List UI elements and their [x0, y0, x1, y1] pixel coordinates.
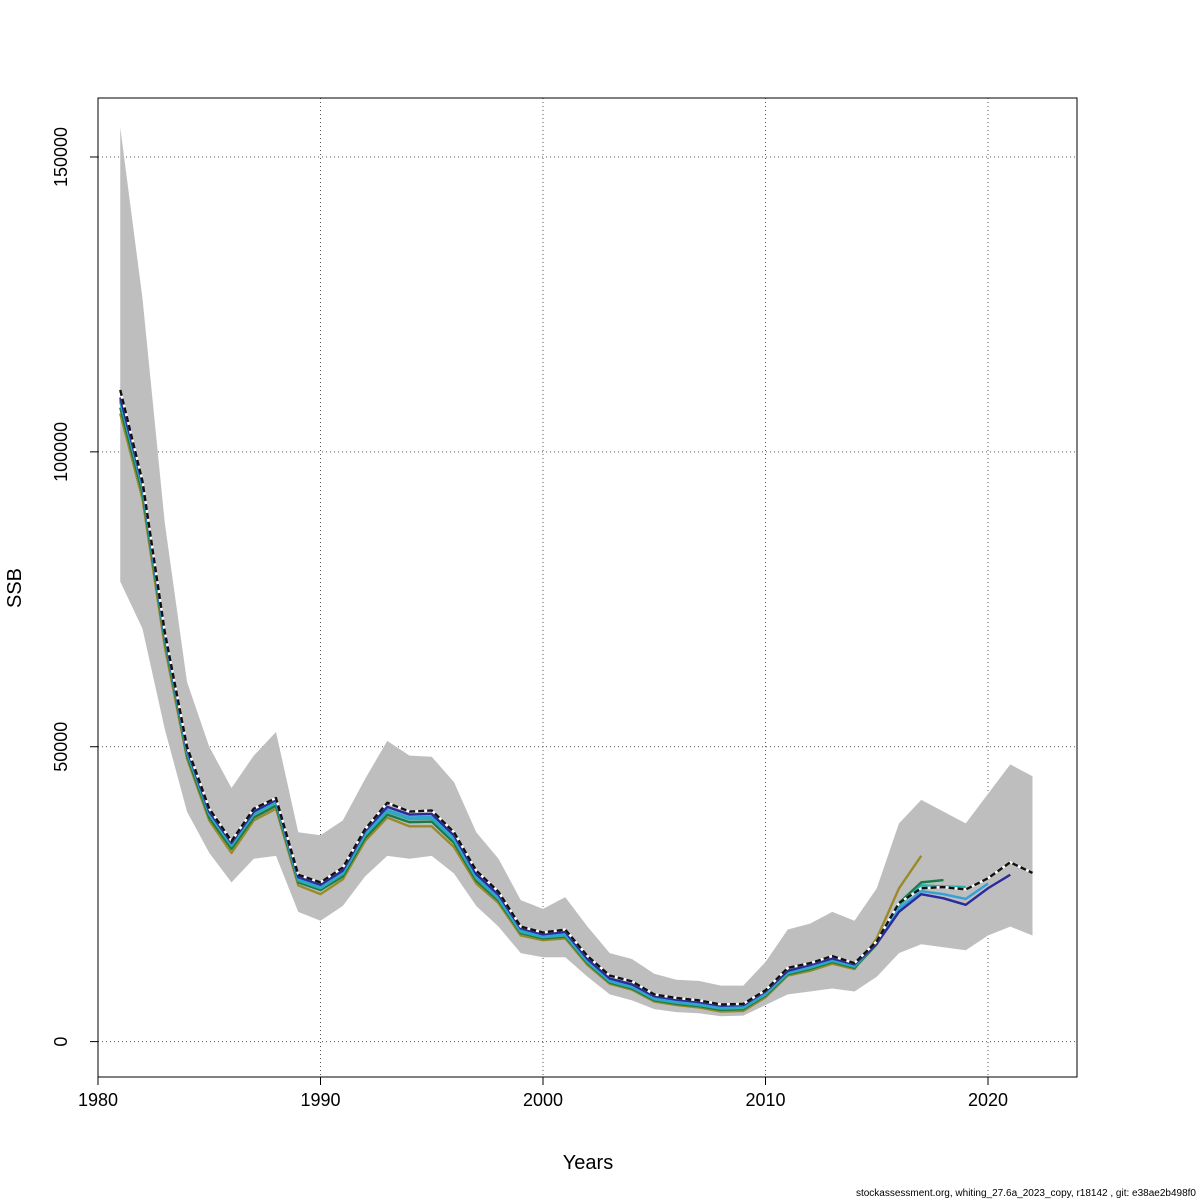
y-tick-label: 0 — [51, 1037, 71, 1047]
y-tick-label: 150000 — [51, 127, 71, 187]
x-tick-label: 1980 — [78, 1090, 118, 1110]
footer-credit: stockassessment.org, whiting_27.6a_2023_… — [856, 1188, 1196, 1199]
axes: 1980 1990 2000 2010 2020 0 50000 100000 150000 — [51, 127, 1008, 1110]
confidence-band-layer — [120, 127, 1033, 1017]
plot-frame — [97, 97, 1078, 1078]
y-tick-label: 100000 — [51, 422, 71, 482]
x-axis-title: Years — [563, 1152, 613, 1174]
y-axis-title: SSB — [4, 568, 26, 608]
x-tick-label: 2000 — [523, 1090, 563, 1110]
x-tick-label: 2010 — [745, 1090, 785, 1110]
y-tick-label: 50000 — [51, 722, 71, 772]
series-underlay-assessment-2023 — [119, 389, 1034, 1006]
x-tick-label: 1990 — [300, 1090, 340, 1110]
confidence-band — [120, 127, 1033, 1017]
x-tick-label: 2020 — [968, 1090, 1008, 1110]
series-layer — [119, 389, 1034, 1013]
